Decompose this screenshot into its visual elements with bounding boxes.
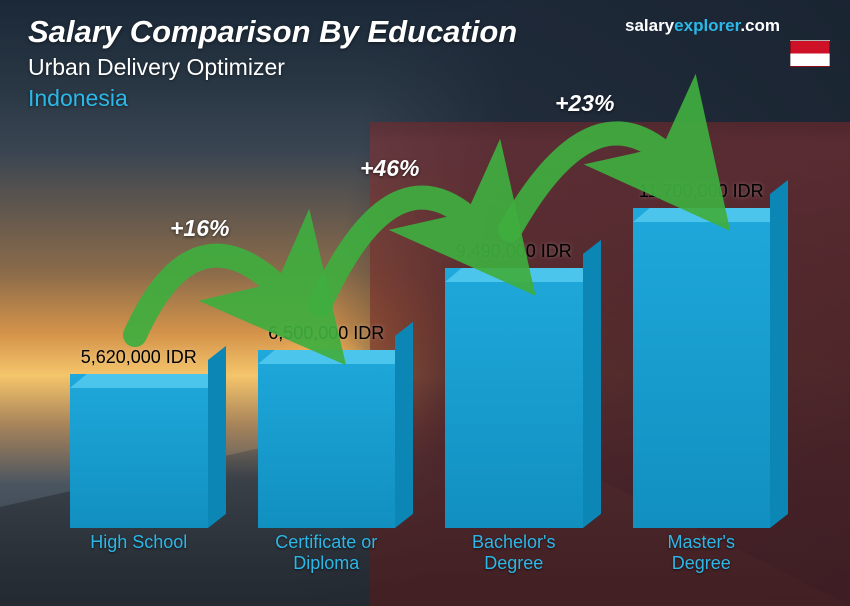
bar-side-face	[208, 346, 226, 528]
brand-part1: salary	[625, 16, 674, 35]
bar-side-face	[395, 322, 413, 528]
bar-3d	[70, 374, 208, 528]
bar-front-face	[633, 208, 771, 528]
salary-chart: 5,620,000 IDR 6,500,000 IDR 9,490,000 IDR 1…	[50, 140, 790, 576]
bar-3: 11,700,000 IDR	[633, 181, 771, 528]
bar-0: 5,620,000 IDR	[70, 347, 208, 528]
bar-3d	[445, 268, 583, 528]
bar-top-face	[70, 374, 224, 388]
bar-top-face	[258, 350, 412, 364]
x-label-0: High School	[70, 532, 208, 576]
bar-side-face	[770, 180, 788, 528]
bar-3d	[258, 350, 396, 528]
bars-container: 5,620,000 IDR 6,500,000 IDR 9,490,000 IDR 1…	[50, 140, 790, 528]
x-label-1: Certificate orDiploma	[258, 532, 396, 576]
bar-value-label: 6,500,000 IDR	[268, 323, 384, 344]
x-label-2: Bachelor'sDegree	[445, 532, 583, 576]
bar-top-face	[445, 268, 599, 282]
increase-pct-0: +16%	[170, 215, 229, 242]
brand-part2: explorer	[674, 16, 740, 35]
bar-front-face	[258, 350, 396, 528]
bar-value-label: 5,620,000 IDR	[81, 347, 197, 368]
bar-value-label: 11,700,000 IDR	[639, 181, 764, 202]
brand-part3: .com	[740, 16, 780, 35]
bar-front-face	[445, 268, 583, 528]
bar-top-face	[633, 208, 787, 222]
increase-pct-1: +46%	[360, 155, 419, 182]
increase-pct-2: +23%	[555, 90, 614, 117]
bar-2: 9,490,000 IDR	[445, 241, 583, 528]
bar-front-face	[70, 374, 208, 528]
brand-logo: salaryexplorer.com	[625, 16, 780, 36]
x-labels-container: High School Certificate orDiploma Bachelor…	[50, 532, 790, 576]
bar-1: 6,500,000 IDR	[258, 323, 396, 528]
bar-side-face	[583, 240, 601, 528]
bar-3d	[633, 208, 771, 528]
country-label: Indonesia	[28, 85, 822, 112]
page-subtitle: Urban Delivery Optimizer	[28, 54, 822, 81]
flag-icon	[790, 40, 830, 67]
bar-value-label: 9,490,000 IDR	[456, 241, 572, 262]
x-label-3: Master'sDegree	[633, 532, 771, 576]
